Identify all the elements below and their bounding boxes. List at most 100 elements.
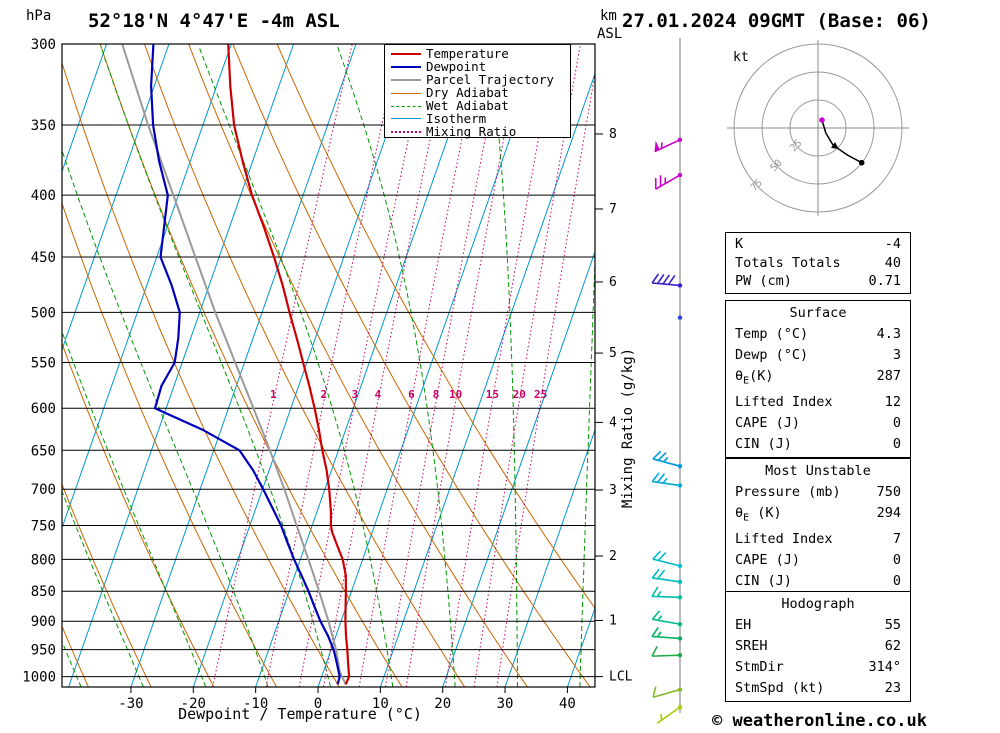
- row-label: SREH: [735, 638, 768, 654]
- temperature-axis-label: Dewpoint / Temperature (°C): [178, 705, 422, 723]
- svg-text:950: 950: [31, 643, 56, 659]
- svg-text:20: 20: [434, 696, 451, 712]
- row-value: 7: [892, 530, 901, 547]
- svg-text:10: 10: [372, 696, 389, 712]
- row-value: 0: [892, 435, 901, 452]
- legend-label: Temperature: [426, 46, 509, 62]
- row-value: 55: [884, 617, 901, 633]
- legend-item-dewpoint: Dewpoint: [389, 61, 570, 74]
- mixing-ratio-labels: 1 2 3 4 6 8 10 15 20 25: [270, 388, 547, 401]
- svg-text:8: 8: [433, 388, 440, 401]
- row-surface-lifted-index: Lifted Index 12: [726, 392, 910, 413]
- row-surface-cape: CAPE (J) 0: [726, 413, 910, 434]
- svg-text:1: 1: [609, 614, 617, 629]
- svg-text:400: 400: [31, 188, 56, 204]
- legend-label: Mixing Ratio: [426, 123, 517, 139]
- legend-item-temperature: Temperature: [389, 48, 570, 61]
- svg-text:800: 800: [31, 552, 56, 568]
- row-surface-temp: Temp (°C) 4.3: [726, 324, 910, 345]
- row-surface-cin: CIN (J) 0: [726, 434, 910, 455]
- row-label: K: [735, 236, 744, 252]
- svg-text:25: 25: [534, 388, 547, 401]
- most-unstable-table: Most Unstable Pressure (mb) 750 θE (K) 2…: [725, 458, 911, 595]
- mixing-ratio-axis-label: Mixing Ratio (g/kg): [620, 347, 636, 509]
- svg-text:6: 6: [609, 275, 617, 290]
- row-totals-totals: Totals Totals 40: [726, 254, 910, 273]
- wind-barb-column: [651, 38, 683, 724]
- row-label: StmDir: [735, 659, 784, 675]
- row-label: θE(K): [735, 368, 774, 387]
- row-value: 287: [876, 368, 901, 384]
- row-label: Dewp (°C): [735, 347, 809, 363]
- row-label: θE (K): [735, 505, 782, 524]
- svg-text:500: 500: [31, 305, 56, 321]
- plot-frame: [61, 43, 596, 688]
- row-value: 0: [892, 551, 901, 568]
- svg-text:450: 450: [31, 250, 56, 266]
- row-mu-theta-e: θE (K) 294: [726, 503, 910, 529]
- svg-text:15: 15: [486, 388, 499, 401]
- svg-text:600: 600: [31, 401, 56, 417]
- row-value: 294: [876, 505, 901, 521]
- row-value: -4: [884, 236, 901, 252]
- row-label: Totals Totals: [735, 254, 841, 271]
- row-mu-cin: CIN (J) 0: [726, 571, 910, 592]
- svg-text:8: 8: [609, 127, 617, 142]
- legend-item-dry-adiabat: Dry Adiabat: [389, 85, 570, 101]
- row-value: 0.71: [868, 273, 901, 289]
- row-surface-dewp: Dewp (°C) 3: [726, 345, 910, 366]
- row-value: 750: [876, 484, 901, 500]
- svg-text:-20: -20: [181, 696, 206, 712]
- row-k-index: K -4: [726, 235, 910, 254]
- isotherm-line-sample: [391, 118, 421, 120]
- row-label: StmSpd (kt): [735, 680, 825, 696]
- legend-label: Dewpoint: [426, 59, 487, 75]
- station-title: 52°18'N 4°47'E -4m ASL: [88, 10, 340, 32]
- row-label: CIN (J): [735, 572, 792, 589]
- legend-item-parcel: Parcel Trajectory: [389, 73, 570, 87]
- svg-text:-10: -10: [243, 696, 268, 712]
- sounding-profiles: [121, 44, 351, 685]
- indices-table: K -4 Totals Totals 40 PW (cm) 0.71: [725, 232, 911, 294]
- row-value: 4.3: [876, 326, 901, 342]
- legend-item-wet-adiabat: Wet Adiabat: [389, 98, 570, 113]
- legend-label: Isotherm: [426, 110, 487, 126]
- svg-text:2: 2: [320, 388, 327, 401]
- most-unstable-table-title: Most Unstable: [765, 463, 871, 479]
- parcel-line-sample: [391, 79, 421, 82]
- dewpoint-line: [150, 44, 341, 685]
- legend-item-isotherm: Isotherm: [389, 112, 570, 125]
- svg-text:2: 2: [609, 549, 617, 564]
- row-value: 0: [892, 572, 901, 589]
- mixing-ratio-line-sample: [391, 130, 421, 133]
- svg-text:650: 650: [31, 443, 56, 459]
- parcel-trajectory-line: [121, 44, 347, 685]
- altitude-axis-km-label: km: [600, 8, 617, 24]
- row-mu-pressure: Pressure (mb) 750: [726, 482, 910, 503]
- legend-label: Wet Adiabat: [426, 98, 509, 113]
- row-label: CAPE (J): [735, 551, 801, 568]
- surface-table-title: Surface: [789, 305, 847, 321]
- row-storm-direction: StmDir 314°: [726, 657, 910, 678]
- legend-item-mixing-ratio: Mixing Ratio: [389, 125, 570, 138]
- svg-text:LCL: LCL: [609, 670, 633, 685]
- svg-text:40: 40: [559, 696, 576, 712]
- hodograph-table: Hodograph EH 55 SREH 62 StmDir 314° StmS…: [725, 591, 911, 702]
- copyright-text: © weatheronline.co.uk: [712, 711, 927, 731]
- svg-text:7: 7: [609, 202, 617, 217]
- row-storm-speed: StmSpd (kt) 23: [726, 678, 910, 699]
- svg-text:3: 3: [352, 388, 359, 401]
- row-label: Lifted Index: [735, 530, 833, 547]
- svg-text:1000: 1000: [22, 670, 56, 686]
- row-mu-lifted-index: Lifted Index 7: [726, 529, 910, 550]
- row-value: 3: [892, 347, 901, 363]
- legend-label: Dry Adiabat: [426, 85, 509, 101]
- svg-text:350: 350: [31, 118, 56, 134]
- row-value: 314°: [868, 659, 901, 675]
- row-eh: EH 55: [726, 615, 910, 636]
- wet-adiabat-line-sample: [391, 105, 421, 107]
- row-value: 40: [884, 254, 901, 271]
- row-label: CAPE (J): [735, 414, 801, 431]
- surface-table: Surface Temp (°C) 4.3 Dewp (°C) 3 θE(K) …: [725, 300, 911, 458]
